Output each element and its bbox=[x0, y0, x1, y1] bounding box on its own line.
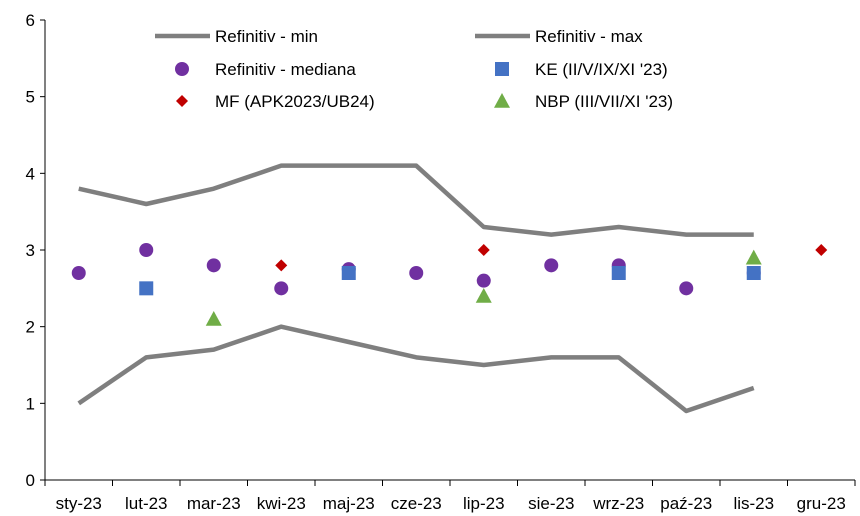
legend-label: Refinitiv - max bbox=[535, 27, 643, 46]
data-point-refinitiv-mediana bbox=[544, 258, 559, 273]
series-line-refinitiv-min bbox=[77, 324, 755, 414]
x-tick-label: cze-23 bbox=[391, 494, 442, 513]
x-tick-label: maj-23 bbox=[323, 494, 375, 513]
series-line-refinitiv-max bbox=[78, 163, 754, 237]
data-point-refinitiv-mediana bbox=[71, 266, 86, 280]
data-point-nbp-iii-vii-xi-23 bbox=[205, 311, 222, 326]
data-point-refinitiv-mediana bbox=[409, 266, 424, 280]
data-point-ke-ii-v-ix-xi-23 bbox=[746, 266, 761, 280]
x-tick-label: sty-23 bbox=[56, 494, 102, 513]
data-point-mf-apk2023-ub24 bbox=[815, 244, 828, 256]
x-tick-label: gru-23 bbox=[797, 494, 846, 513]
y-tick-label: 2 bbox=[26, 318, 35, 337]
axes: 0 1 2 3 4 5 6 sty-23 lut-23 mar-23 kwi-23 maj-23 cze… bbox=[26, 11, 856, 513]
legend-entry-refinitiv-max: Refinitiv - max bbox=[475, 27, 643, 46]
x-tick-label: lip-23 bbox=[463, 494, 505, 513]
y-tick-label: 3 bbox=[26, 241, 35, 260]
y-tick-label: 1 bbox=[26, 394, 35, 413]
data-point-nbp-iii-vii-xi-23 bbox=[475, 288, 492, 303]
y-tick-label: 4 bbox=[26, 164, 35, 183]
y-tick-label: 5 bbox=[26, 88, 35, 107]
data-point-ke-ii-v-ix-xi-23 bbox=[139, 281, 154, 296]
x-tick-label: wrz-23 bbox=[592, 494, 644, 513]
data-point-mf-apk2023-ub24 bbox=[477, 244, 490, 256]
legend-label: MF (APK2023/UB24) bbox=[215, 92, 375, 111]
legend-label: Refinitiv - min bbox=[215, 27, 318, 46]
legend-entry-refinitiv-mediana: Refinitiv - mediana bbox=[175, 60, 356, 79]
legend-label: KE (II/V/IX/XI '23) bbox=[535, 60, 668, 79]
data-point-ke-ii-v-ix-xi-23 bbox=[611, 266, 626, 280]
x-tick-label: mar-23 bbox=[187, 494, 241, 513]
data-point-refinitiv-mediana bbox=[139, 243, 154, 257]
x-tick-label: kwi-23 bbox=[257, 494, 306, 513]
data-point-refinitiv-mediana bbox=[206, 258, 221, 273]
x-tick-label: sie-23 bbox=[528, 494, 574, 513]
x-tick-label: paź-23 bbox=[660, 494, 712, 513]
legend-entry-ke-ii-v-ix-xi-23: KE (II/V/IX/XI '23) bbox=[495, 60, 668, 79]
legend-swatch bbox=[175, 62, 189, 76]
legend-swatch bbox=[176, 95, 188, 107]
plot-area bbox=[71, 163, 828, 414]
legend-entry-mf-apk2023-ub24: MF (APK2023/UB24) bbox=[176, 92, 375, 111]
legend-swatch bbox=[494, 93, 510, 108]
x-tick-label: lut-23 bbox=[125, 494, 168, 513]
legend-swatch bbox=[495, 62, 509, 76]
data-point-mf-apk2023-ub24 bbox=[275, 259, 288, 272]
legend-label: Refinitiv - mediana bbox=[215, 60, 356, 79]
data-point-ke-ii-v-ix-xi-23 bbox=[341, 266, 356, 280]
y-tick-label: 6 bbox=[26, 11, 35, 30]
data-point-refinitiv-mediana bbox=[274, 281, 289, 296]
data-point-refinitiv-mediana bbox=[679, 281, 694, 296]
y-tick-label: 0 bbox=[26, 471, 35, 490]
legend-entry-nbp-iii-vii-xi-23: NBP (III/VII/XI '23) bbox=[494, 92, 673, 111]
x-tick-label: lis-23 bbox=[733, 494, 774, 513]
data-point-refinitiv-mediana bbox=[476, 273, 491, 288]
legend: Refinitiv - min Refinitiv - max Refinitiv … bbox=[155, 27, 673, 111]
legend-label: NBP (III/VII/XI '23) bbox=[535, 92, 673, 111]
legend-entry-refinitiv-min: Refinitiv - min bbox=[155, 27, 318, 46]
data-point-nbp-iii-vii-xi-23 bbox=[745, 249, 762, 265]
